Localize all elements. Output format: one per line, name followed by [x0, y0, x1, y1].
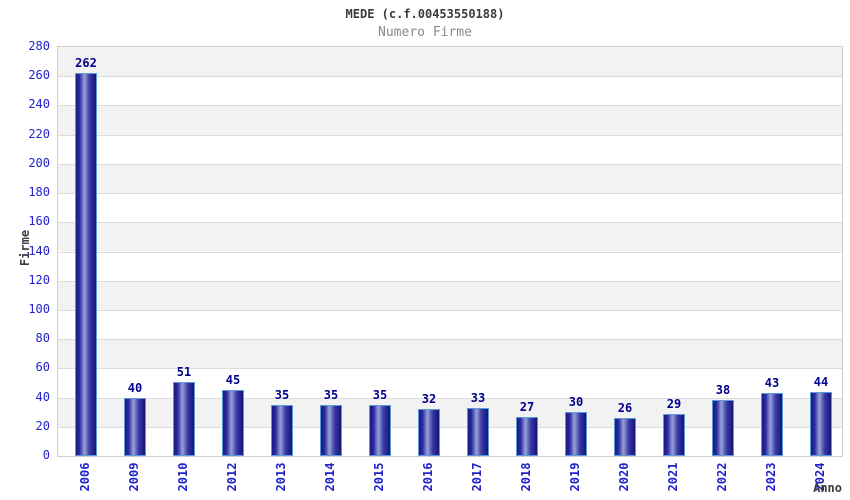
gridline [58, 251, 842, 253]
gridline [58, 309, 842, 311]
gridline [58, 339, 842, 341]
plot-band [58, 47, 842, 77]
plot-band [58, 339, 842, 369]
bar-2021 [663, 414, 685, 456]
gridline [58, 134, 842, 136]
gridline [58, 397, 842, 399]
plot-band [58, 222, 842, 252]
bar-2018 [516, 417, 538, 456]
x-tick-label: 2006 [78, 462, 92, 492]
y-tick-label: 240 [28, 97, 50, 112]
bar-2013 [271, 405, 293, 456]
bar-value-label: 33 [470, 391, 486, 405]
bar-value-label: 45 [225, 373, 241, 387]
bar-2019 [565, 412, 587, 456]
y-axis-title: Firme [18, 229, 32, 267]
x-tick-label: 2020 [617, 462, 631, 492]
bar-value-label: 43 [764, 376, 780, 390]
gridline [58, 105, 842, 107]
bar-2012 [222, 390, 244, 456]
bar-value-label: 35 [323, 388, 339, 402]
chart-subtitle: Numero Firme [378, 25, 472, 40]
gridline [58, 193, 842, 195]
x-tick-label: 2016 [421, 462, 435, 492]
x-tick-label: 2009 [127, 462, 141, 492]
bar-2024 [810, 392, 832, 456]
y-tick-label: 120 [28, 272, 50, 287]
bar-value-label: 30 [568, 395, 584, 409]
bar-2014 [320, 405, 342, 456]
bar-2020 [614, 418, 636, 456]
chart-title: MEDE (c.f.00453550188) [345, 7, 505, 21]
x-axis-title: Anno [813, 481, 842, 495]
y-tick-label: 100 [28, 301, 50, 316]
bar-2022 [712, 400, 734, 456]
bar-value-label: 27 [519, 400, 535, 414]
y-tick-label: 160 [28, 214, 50, 229]
y-tick-label: 40 [35, 389, 50, 404]
y-tick-label: 180 [28, 185, 50, 200]
bar-value-label: 40 [127, 381, 143, 395]
bar-2010 [173, 382, 195, 456]
x-tick-label: 2022 [715, 462, 729, 492]
bar-value-label: 44 [813, 375, 829, 389]
y-tick-label: 220 [28, 126, 50, 141]
gridline [58, 426, 842, 428]
gridline [58, 368, 842, 370]
x-tick-label: 2015 [372, 462, 386, 492]
x-tick-label: 2013 [274, 462, 288, 492]
y-tick-label: 140 [28, 243, 50, 258]
bar-2015 [369, 405, 391, 456]
y-tick-label: 0 [42, 448, 50, 462]
plot-band [58, 163, 842, 194]
bar-2023 [761, 393, 783, 456]
y-tick-label: 260 [28, 68, 50, 83]
bar-value-label: 29 [666, 397, 682, 411]
bar-value-label: 35 [372, 388, 388, 402]
gridline [58, 280, 842, 282]
x-tick-label: 2012 [225, 462, 239, 492]
bar-value-label: 26 [617, 401, 633, 415]
x-tick-label: 2010 [176, 462, 190, 492]
x-tick-label: 2018 [519, 462, 533, 492]
x-tick-label: 2019 [568, 462, 582, 492]
x-tick-label: 2017 [470, 462, 484, 492]
gridline [58, 222, 842, 224]
y-tick-label: 20 [35, 418, 50, 433]
bar-value-label: 262 [75, 56, 97, 70]
bar-2016 [418, 409, 440, 456]
gridline [58, 163, 842, 165]
y-tick-label: 80 [35, 331, 50, 346]
x-tick-label: 2021 [666, 462, 680, 492]
gridline [58, 76, 842, 78]
x-tick-label: 2014 [323, 462, 337, 492]
bar-value-label: 51 [176, 365, 192, 379]
bar-2009 [124, 398, 146, 456]
x-tick-label: 2023 [764, 462, 778, 492]
bar-value-label: 32 [421, 392, 437, 406]
y-tick-label: 200 [28, 155, 50, 170]
plot-band [58, 105, 842, 135]
bar-value-label: 38 [715, 383, 731, 397]
plot-band [58, 280, 842, 310]
bar-value-label: 35 [274, 388, 290, 402]
plot-area: 262 40 51 45 35 35 35 32 33 27 30 26 29 38 43 44 [57, 46, 843, 457]
bar-2017 [467, 408, 489, 456]
y-tick-label: 60 [35, 360, 50, 375]
y-tick-label: 280 [28, 39, 50, 53]
bar-2006 [75, 73, 97, 456]
